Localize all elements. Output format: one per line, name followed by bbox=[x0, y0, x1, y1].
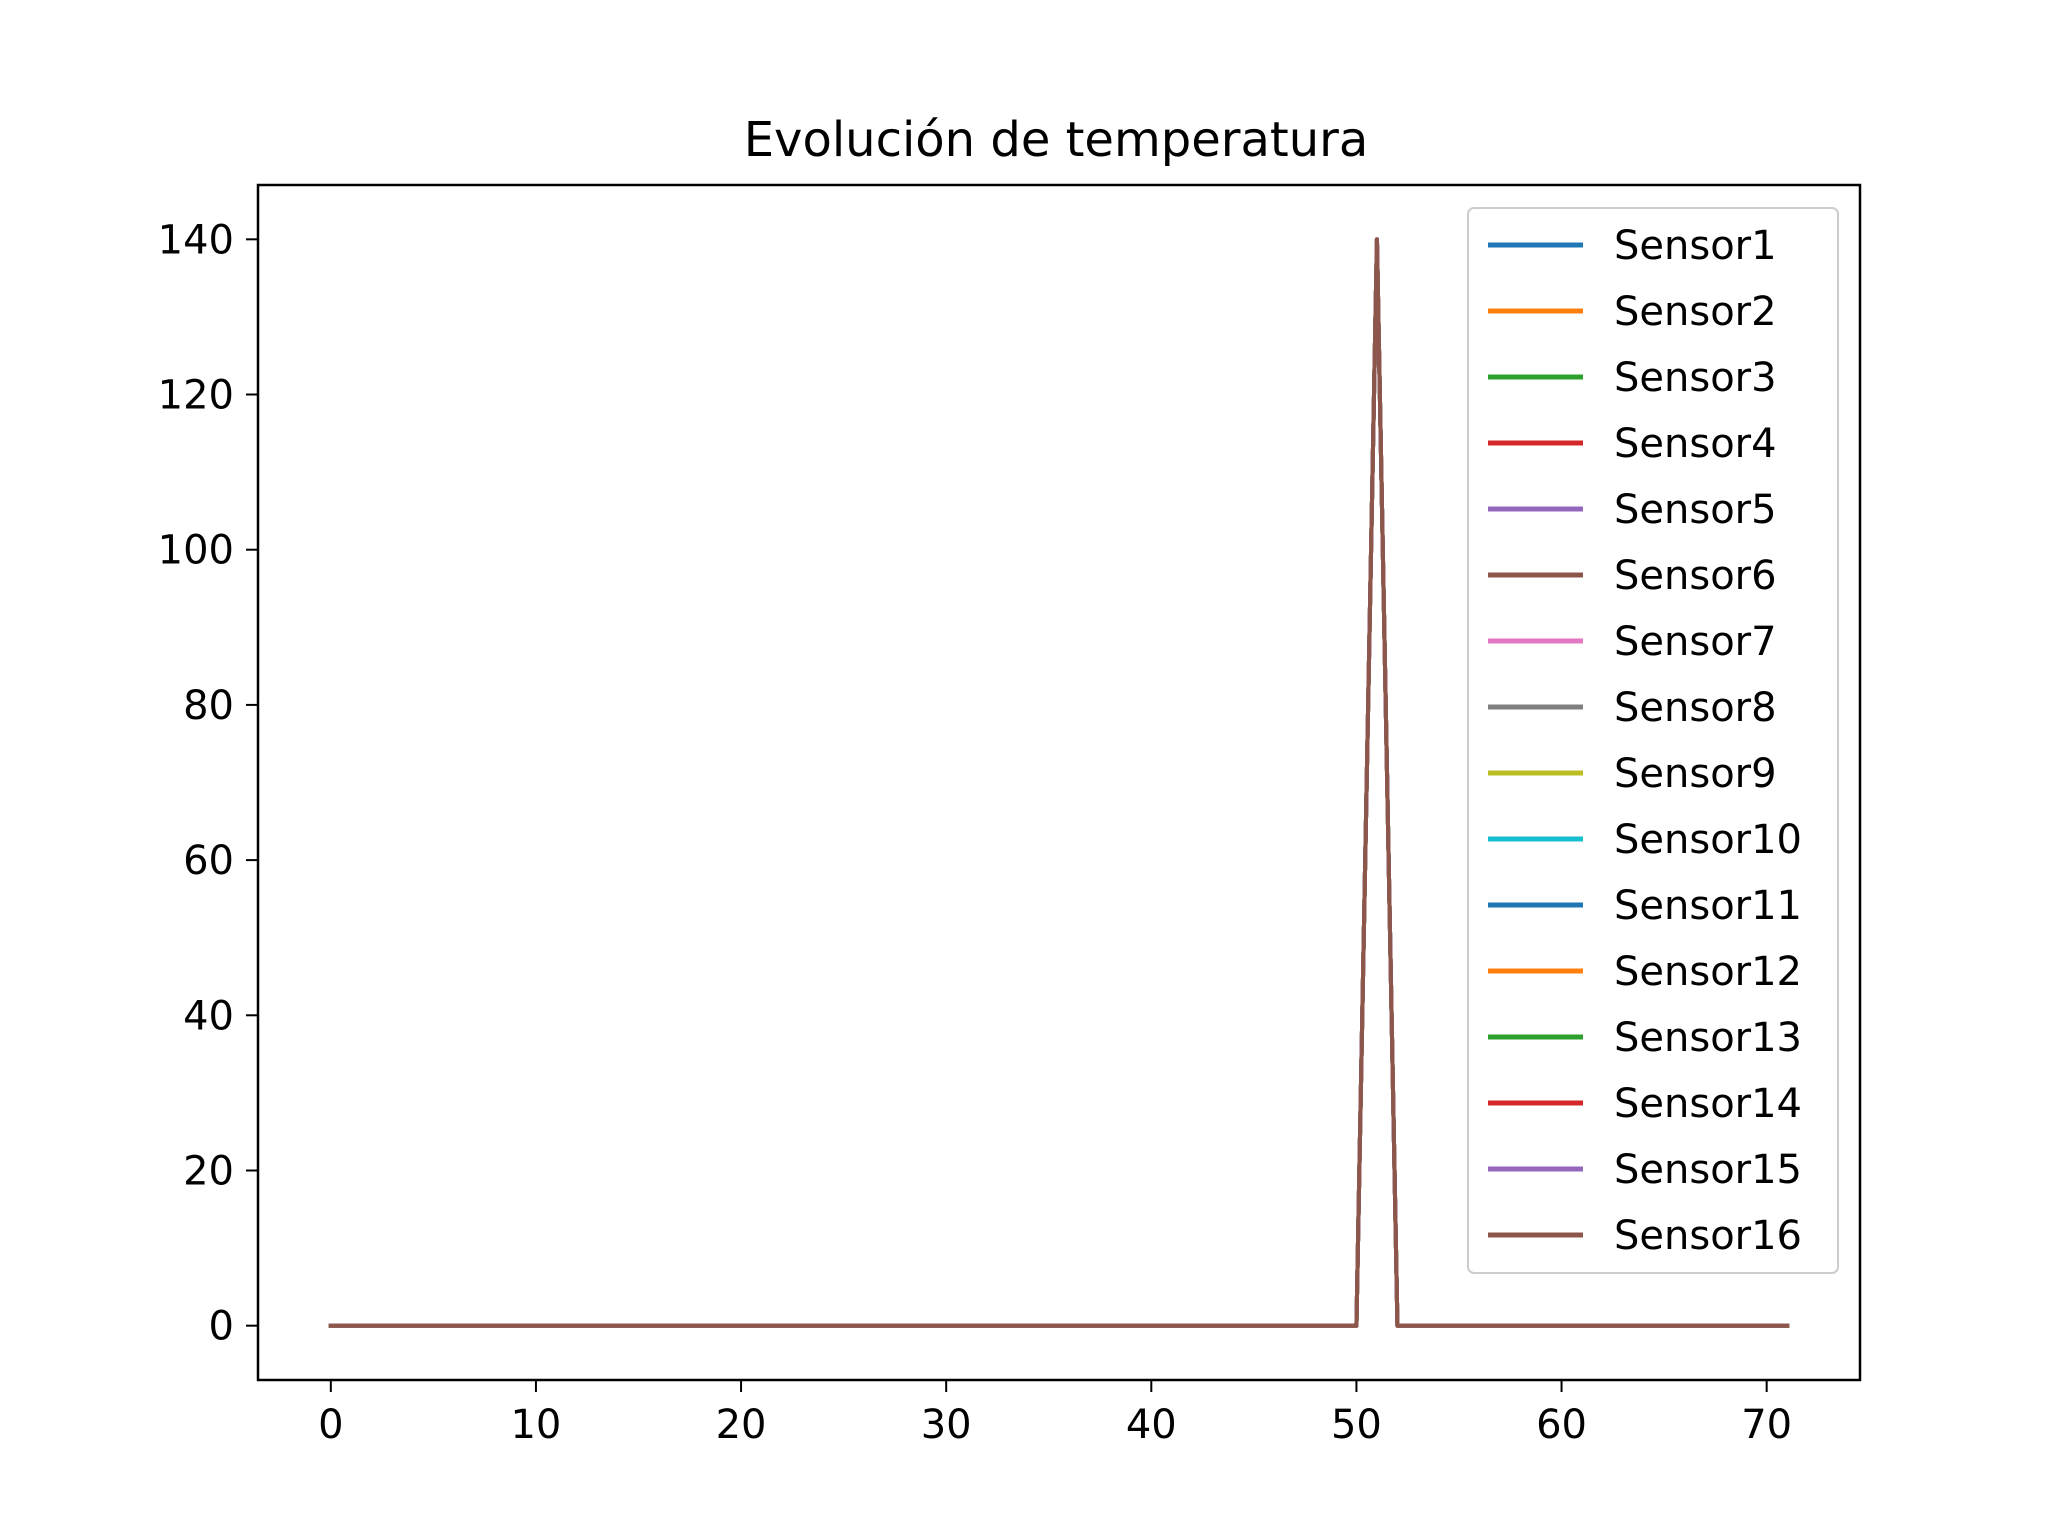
y-tick-label: 20 bbox=[183, 1148, 234, 1194]
legend-box bbox=[1467, 207, 1839, 1274]
legend-label: Sensor1 bbox=[1614, 223, 1777, 269]
x-tick-label: 40 bbox=[1126, 1402, 1177, 1448]
legend-label: Sensor13 bbox=[1614, 1015, 1802, 1061]
legend: Sensor1 Sensor2 Sensor3 Sensor4 Sensor5 Senso… bbox=[1467, 207, 1839, 1274]
legend-label: Sensor5 bbox=[1614, 487, 1777, 533]
x-tick-label: 20 bbox=[716, 1402, 767, 1448]
legend-label: Sensor11 bbox=[1614, 883, 1802, 929]
x-tick-label: 50 bbox=[1331, 1402, 1382, 1448]
legend-label: Sensor12 bbox=[1614, 949, 1802, 995]
chart-title: Evolución de temperatura bbox=[744, 112, 1369, 168]
x-tick-label: 30 bbox=[921, 1402, 972, 1448]
y-tick-label: 40 bbox=[183, 993, 234, 1039]
legend-label: Sensor10 bbox=[1614, 817, 1802, 863]
legend-label: Sensor14 bbox=[1614, 1081, 1802, 1127]
legend-label: Sensor3 bbox=[1614, 355, 1777, 401]
axes-frame bbox=[256, 183, 1862, 1382]
y-tick-label: 100 bbox=[158, 528, 234, 574]
legend-label: Sensor6 bbox=[1614, 553, 1777, 599]
legend-label: Sensor4 bbox=[1614, 421, 1777, 467]
y-tick-label: 120 bbox=[158, 373, 234, 419]
legend-label: Sensor2 bbox=[1614, 289, 1777, 335]
legend-label: Sensor15 bbox=[1614, 1147, 1802, 1193]
y-tick-label: 0 bbox=[209, 1304, 234, 1350]
legend-label: Sensor8 bbox=[1614, 685, 1777, 731]
plot-area bbox=[328, 237, 1790, 1328]
axes: 0 10 20 30 40 50 60 70 0 20 40 60 80 100 120 140 bbox=[158, 183, 1862, 1448]
legend-label: Sensor9 bbox=[1614, 751, 1777, 797]
legend-label: Sensor16 bbox=[1614, 1213, 1802, 1259]
series-line-16 bbox=[328, 237, 1790, 1328]
legend-label: Sensor7 bbox=[1614, 619, 1777, 665]
x-tick-label: 10 bbox=[510, 1402, 561, 1448]
y-tick-label: 60 bbox=[183, 838, 234, 884]
x-tick-label: 70 bbox=[1741, 1402, 1792, 1448]
y-tick-label: 80 bbox=[183, 683, 234, 729]
y-tick-label: 140 bbox=[158, 217, 234, 263]
x-tick-label: 0 bbox=[318, 1402, 343, 1448]
x-tick-label: 60 bbox=[1536, 1402, 1587, 1448]
